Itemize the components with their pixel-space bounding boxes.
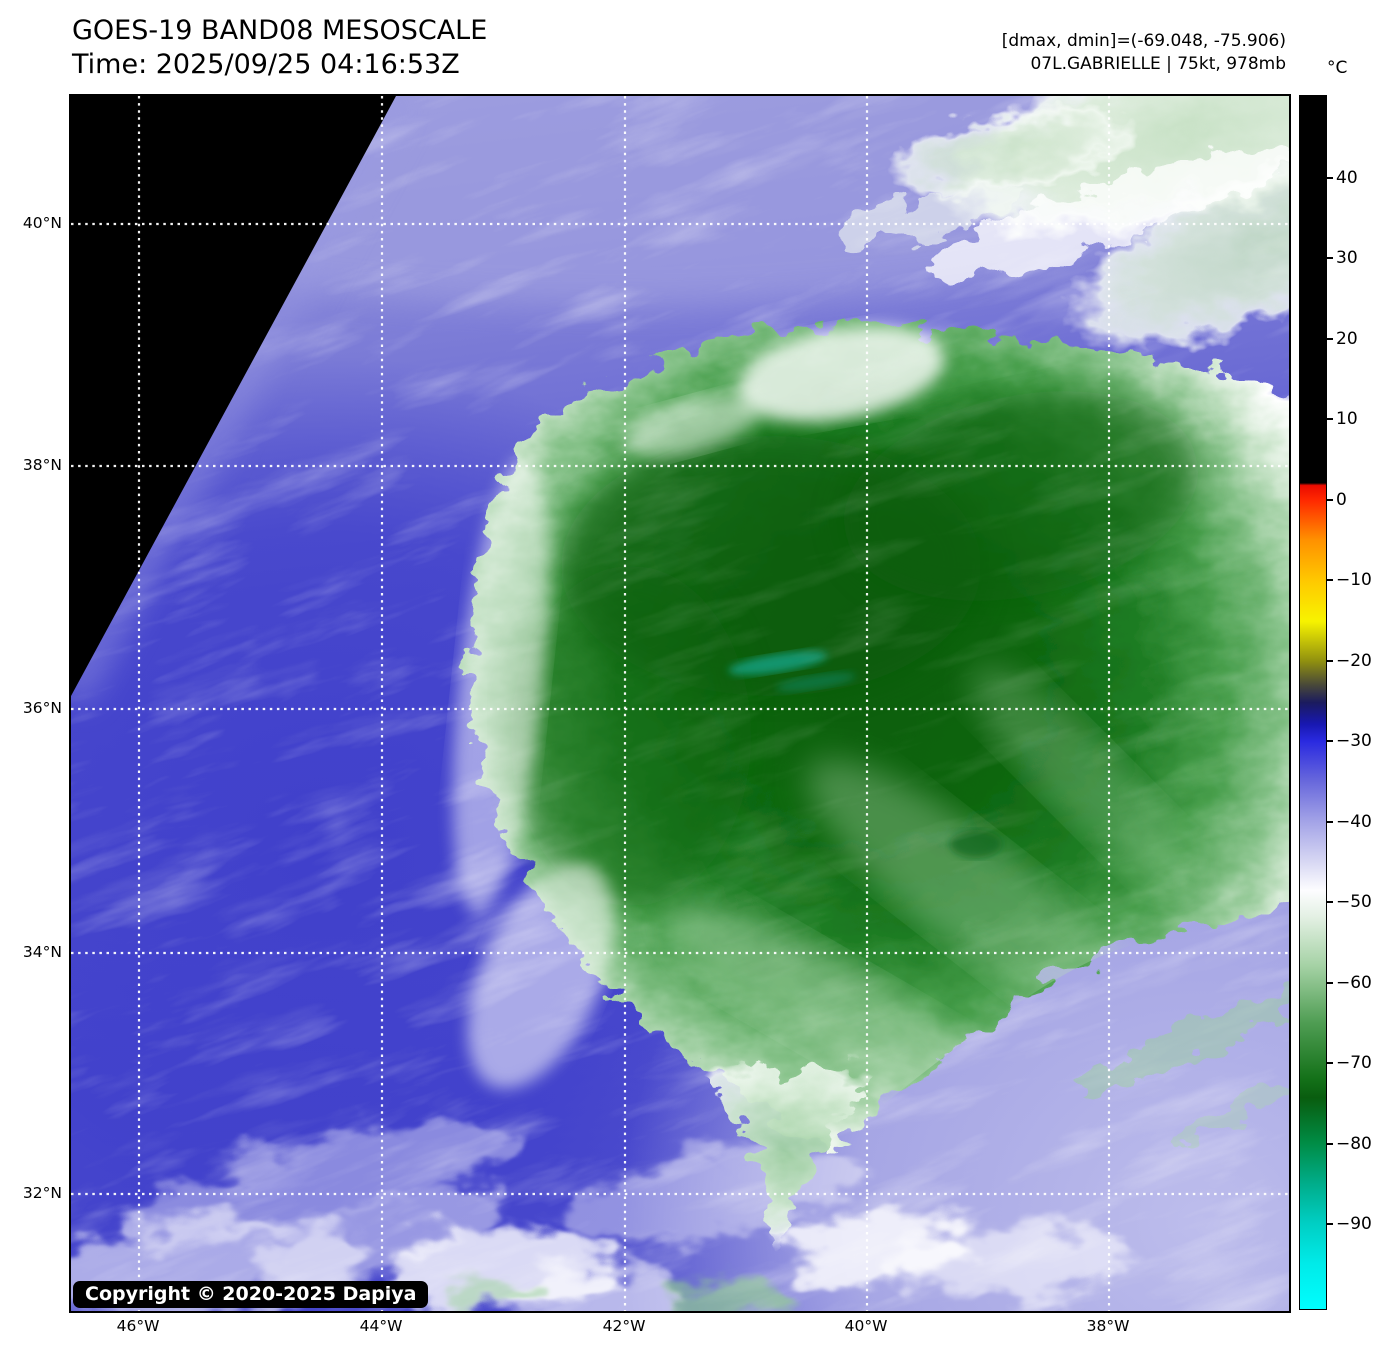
no-data-wedge [71,96,396,696]
dmax-dmin-readout: [dmax, dmin]=(-69.048, -75.906) [1001,31,1286,51]
lon-label: 40°W [844,1317,888,1335]
streak-texture [71,96,1289,1311]
lat-label: 34°N [22,943,62,961]
storm-info-readout: 07L.GABRIELLE | 75kt, 978mb [1030,54,1286,74]
colorbar-tick-label: 30 [1327,248,1384,268]
colorbar-unit-label: °C [1327,58,1348,78]
colorbar-tick-label: −50 [1327,892,1384,912]
lon-label: 44°W [359,1317,403,1335]
timestamp: Time: 2025/09/25 04:16:53Z [72,49,460,80]
satellite-image [71,96,1289,1311]
lon-label: 42°W [602,1317,646,1335]
lat-label: 38°N [22,456,62,474]
colorbar-tick-label: −40 [1327,812,1384,832]
colorbar-tick-label: −70 [1327,1053,1384,1073]
colorbar-tick-label: −20 [1327,651,1384,671]
colorbar-tick-label: −30 [1327,731,1384,751]
lat-label: 40°N [22,214,62,232]
header-block: GOES-19 BAND08 MESOSCALE Time: 2025/09/2… [72,14,487,82]
temperature-colorbar [1299,95,1327,1310]
colorbar-tick-label: −10 [1327,570,1384,590]
colorbar-tick-label: −80 [1327,1134,1384,1154]
lat-label: 32°N [22,1184,62,1202]
colorbar-tick-label: −60 [1327,973,1384,993]
colorbar-tick-label: 0 [1327,490,1384,510]
colorbar-tick-label: −90 [1327,1214,1384,1234]
lon-label: 38°W [1086,1317,1130,1335]
satellite-map [69,94,1291,1313]
colorbar-tick-label: 40 [1327,168,1384,188]
lat-label: 36°N [22,699,62,717]
lon-label: 46°W [116,1317,160,1335]
copyright-badge: Copyright © 2020-2025 Dapiya [73,1281,429,1308]
colorbar-tick-label: 20 [1327,329,1384,349]
readout-block: [dmax, dmin]=(-69.048, -75.906) 07L.GABR… [1002,30,1286,76]
colorbar-tick-label: 10 [1327,409,1384,429]
page-title: GOES-19 BAND08 MESOSCALE [72,15,488,46]
